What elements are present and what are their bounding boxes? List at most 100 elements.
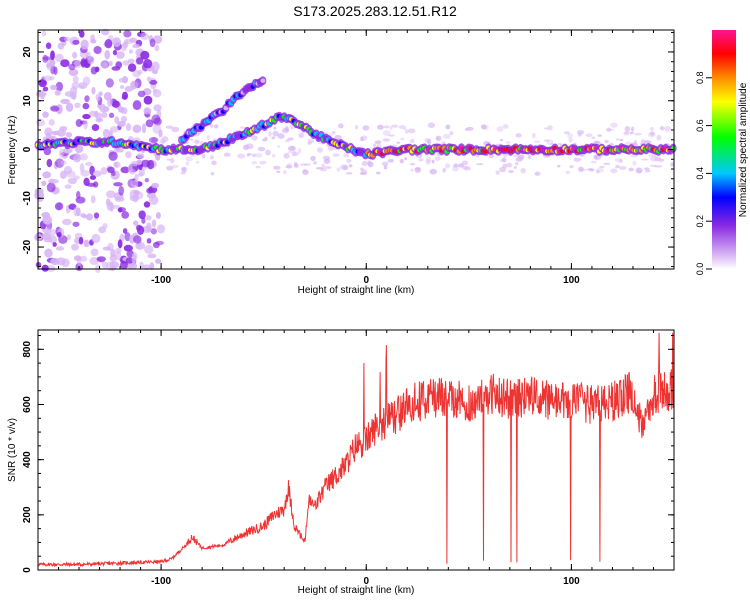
- spectrogram-noise-blob: [307, 141, 312, 145]
- spectrogram-noise-blob: [239, 126, 246, 129]
- spectrogram-noise-blob: [618, 159, 623, 164]
- spectrogram-noise-blob: [532, 132, 536, 139]
- spectrogram-noise-blob: [73, 206, 78, 217]
- spectrogram-noise-blob: [51, 130, 60, 136]
- spectrogram-noise-blob: [150, 228, 157, 235]
- spectrogram-noise-blob: [109, 254, 117, 262]
- spectrogram-noise-blob: [114, 196, 125, 202]
- spectrogram-noise-blob: [98, 91, 103, 97]
- spectrogram-noise-blob: [273, 126, 277, 130]
- spectrogram-noise-blob: [567, 133, 574, 138]
- spectrogram-noise-blob: [381, 161, 389, 167]
- spectrogram-noise-blob: [71, 243, 79, 251]
- spectrogram-noise-blob: [117, 207, 123, 213]
- spectrogram-noise-blob: [143, 107, 152, 115]
- spectrogram-noise-blob: [284, 126, 289, 133]
- spectrogram-noise-blob: [112, 49, 118, 56]
- spectrogram-noise-blob: [143, 201, 151, 208]
- spectrogram-noise-blob: [255, 165, 261, 169]
- spectrogram-noise-blob: [44, 248, 53, 258]
- spectrogram-noise-blob: [404, 157, 408, 161]
- spectrogram-noise-blob: [237, 153, 246, 159]
- spectrogram-noise-blob: [42, 86, 49, 92]
- spectrogram-noise-blob: [431, 159, 435, 164]
- spectrogram-noise-blob: [502, 124, 509, 129]
- spectrogram-noise-blob: [146, 76, 152, 83]
- spectrogram-noise-blob: [96, 256, 106, 263]
- spectrogram-noise-blob: [461, 160, 469, 166]
- spectrogram-noise-blob: [629, 131, 634, 135]
- spectrogram-noise-blob: [75, 191, 81, 199]
- snr-y-tick-label: 200: [22, 506, 33, 523]
- spectrogram-noise-blob: [69, 92, 77, 100]
- spectrogram-noise-blob: [171, 126, 180, 133]
- spectrogram-noise-blob: [277, 133, 285, 139]
- spectrogram-noise-blob: [41, 30, 47, 37]
- spectrogram-noise-blob: [91, 86, 96, 95]
- spectrogram-noise-blob: [323, 158, 331, 165]
- spectrogram-noise-blob: [452, 165, 459, 172]
- spectrogram-noise-blob: [374, 140, 382, 144]
- spectrogram-noise-blob: [596, 169, 600, 174]
- spectrogram-noise-blob: [272, 130, 279, 137]
- spectrogram-noise-blob: [597, 134, 602, 137]
- spectrogram-noise-blob: [90, 195, 96, 204]
- spectrogram-noise-blob: [313, 161, 318, 165]
- snr-x-label: Height of straight line (km): [298, 585, 415, 596]
- spectrogram-noise-blob: [259, 160, 267, 165]
- spectrogram-noise-blob: [89, 257, 99, 266]
- spectrogram-noise-blob: [141, 166, 147, 171]
- spectrogram-noise-blob: [633, 132, 642, 136]
- spectrogram-noise-blob: [277, 145, 281, 148]
- snr-frame: [37, 329, 675, 571]
- spectrogram-noise-blob: [388, 134, 395, 137]
- spectrogram-noise-blob: [185, 161, 190, 166]
- spectrogram-noise-blob: [495, 170, 501, 175]
- spectrogram-noise-blob: [476, 163, 484, 166]
- snr-x-tick-label: 100: [563, 576, 580, 587]
- spectrogram-noise-blob: [398, 125, 406, 130]
- spectrogram-noise-blob: [145, 215, 152, 221]
- spectrogram-noise-blob: [585, 133, 593, 138]
- spectrogram-noise-blob: [64, 184, 72, 189]
- spectrogram-noise-blob: [141, 217, 146, 224]
- spectrogram-noise-blob: [429, 168, 438, 175]
- spectrogram-noise-blob: [112, 37, 121, 48]
- spectrogram-noise-blob: [337, 123, 344, 129]
- spectrogram-noise-blob: [130, 179, 139, 189]
- spectrogram-noise-blob: [635, 167, 643, 173]
- spectrogram-noise-blob: [649, 164, 658, 168]
- spectrogram-noise-blob: [146, 192, 157, 199]
- spectrogram-noise-blob: [211, 160, 217, 166]
- spectrogram-noise-blob: [147, 253, 157, 259]
- spectrogram-noise-blob: [91, 124, 100, 132]
- spectrogram-noise-blob: [154, 258, 162, 264]
- spectrogram-noise-blob: [345, 172, 353, 175]
- spectrogram-noise-blob: [283, 153, 290, 159]
- spectrogram-noise-blob: [362, 125, 370, 131]
- spectrogram-noise-blob: [140, 50, 150, 60]
- spectrogram-noise-blob: [120, 85, 125, 90]
- spectrogram-y-tick-label: 20: [22, 46, 33, 58]
- spectrogram-noise-blob: [426, 156, 432, 163]
- spectrogram-noise-blob: [129, 168, 136, 175]
- spectrogram-y-tick-label: -10: [22, 191, 33, 206]
- spectrogram-noise-blob: [129, 189, 139, 199]
- spectrogram-noise-blob: [148, 136, 159, 144]
- spectrogram-noise-blob: [418, 158, 424, 162]
- spectrogram-noise-blob: [590, 160, 597, 164]
- spectrogram-noise-blob: [302, 169, 309, 175]
- spectrogram-noise-blob: [132, 69, 141, 78]
- spectrogram-noise-blob: [382, 138, 391, 142]
- spectrogram-noise-blob: [606, 127, 612, 133]
- spectrogram-noise-blob: [632, 160, 637, 166]
- spectrogram-noise-blob: [499, 158, 504, 162]
- spectrogram-noise-blob: [137, 172, 144, 177]
- spectrogram-noise-blob: [79, 153, 88, 161]
- spectrogram-noise-blob: [134, 173, 139, 183]
- spectrogram-noise-blob: [462, 165, 470, 170]
- spectrogram-noise-blob: [114, 116, 120, 124]
- spectrogram-noise-blob: [442, 133, 451, 139]
- spectrogram-noise-blob: [171, 164, 179, 169]
- spectrogram-noise-blob: [121, 76, 129, 84]
